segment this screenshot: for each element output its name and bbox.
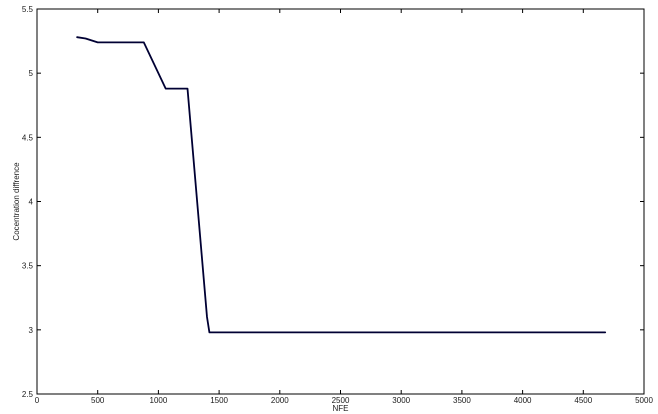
- x-tick-label: 5000: [635, 396, 653, 405]
- y-tick-label: 2.5: [22, 390, 34, 399]
- y-axis-title: Cocentration diffrence: [12, 162, 21, 241]
- x-axis-title: NFE: [333, 404, 349, 413]
- x-axis-ticks: [36, 9, 645, 394]
- x-tick-label: 2000: [271, 396, 289, 405]
- y-tick-label: 5: [29, 69, 34, 78]
- series-layer: [76, 36, 607, 334]
- x-tick-label: 2500: [332, 396, 350, 405]
- y-tick-label: 3.5: [22, 262, 34, 271]
- plot-frame: [36, 8, 645, 395]
- y-tick-label: 3: [29, 326, 34, 335]
- x-tick-label: 1000: [150, 396, 168, 405]
- y-tick-label: 4.5: [22, 133, 34, 142]
- y-tick-label: 4: [29, 198, 34, 207]
- x-tick-label: 3500: [453, 396, 471, 405]
- x-tick-label: 500: [91, 396, 105, 405]
- x-tick-label: 1500: [210, 396, 228, 405]
- x-tick-label: 3000: [392, 396, 410, 405]
- y-axis-ticks: [37, 8, 644, 395]
- x-tick-label: 4000: [514, 396, 532, 405]
- x-axis-tick-labels: 0 500 1000 1500 2000 2500 3000 3500 4000 4500 5000: [35, 396, 654, 405]
- x-tick-label: 0: [35, 396, 40, 405]
- series-line: [76, 36, 607, 334]
- x-tick-label: 4500: [574, 396, 592, 405]
- y-tick-label: 5.5: [22, 5, 34, 14]
- y-axis-tick-labels: 2.5 3 3.5 4 4.5 5 5.5: [22, 5, 34, 399]
